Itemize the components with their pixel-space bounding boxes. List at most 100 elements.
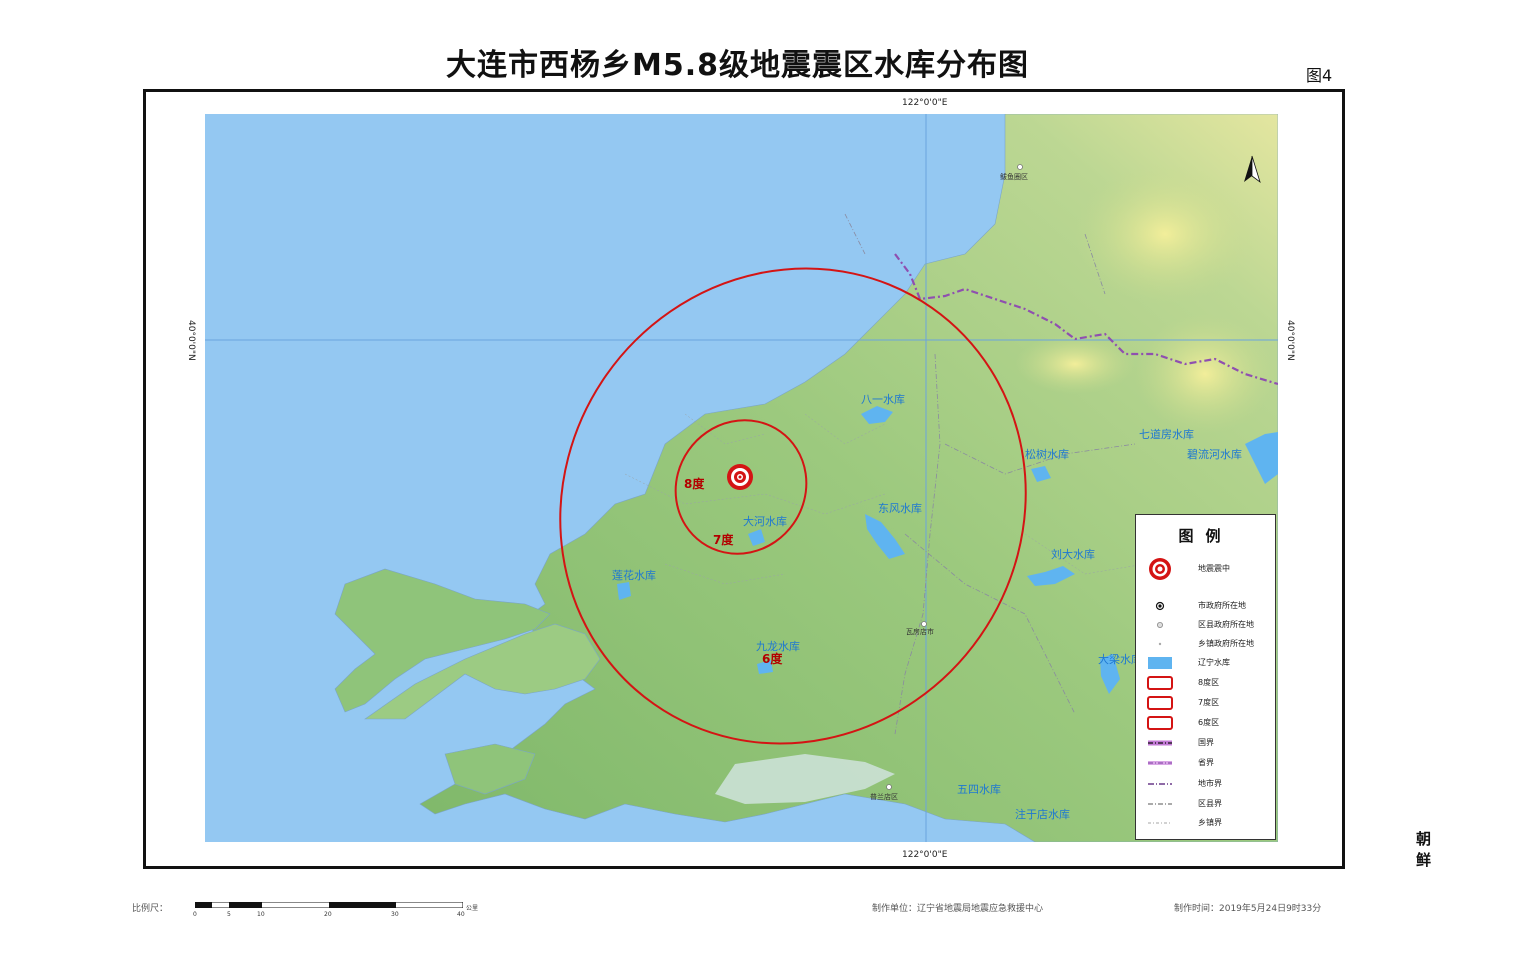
- reservoir-shape: [757, 660, 773, 674]
- reservoir-label: 八一水库: [861, 393, 905, 406]
- zone-7-outline: [674, 419, 808, 555]
- reservoir-label: 大河水库: [743, 514, 787, 528]
- province-border-line: [894, 253, 1278, 386]
- land-south-coast: [334, 568, 551, 713]
- county-dot-icon[interactable]: [921, 621, 927, 627]
- figure-number: 图4: [1306, 66, 1333, 85]
- legend-label: 7度区: [1198, 698, 1220, 707]
- epicenter-icon: [1149, 558, 1171, 580]
- tidal-flat: [715, 754, 895, 804]
- legend-row: 乡镇界: [1136, 814, 1277, 832]
- province-border-icon: [1148, 761, 1172, 765]
- reservoir-label: 刘大水库: [1051, 547, 1095, 561]
- scale-label: 比例尺：: [132, 904, 169, 914]
- legend-label: 市政府所在地: [1198, 601, 1246, 610]
- legend-label: 乡镇界: [1198, 818, 1222, 827]
- reservoir-label: 五四水库: [957, 783, 1001, 796]
- lon-label-top: 122°0'0"E: [902, 98, 948, 108]
- map-title: 大连市西杨乡M5.8级地震震区水库分布图: [446, 48, 1029, 83]
- legend-label: 辽宁水库: [1198, 658, 1230, 667]
- legend-row: 地震震中: [1136, 558, 1277, 580]
- map-frame: [143, 89, 1345, 869]
- reservoir-swatch-icon: [1148, 657, 1172, 669]
- place-label: 鲅鱼圈区: [1000, 172, 1028, 181]
- scale-tick: 10: [257, 911, 265, 918]
- scale-tick: 30: [391, 911, 399, 918]
- legend-row: 市政府所在地: [1136, 597, 1277, 615]
- legend-row: 区县界: [1136, 795, 1277, 813]
- highland-east: [1135, 314, 1275, 434]
- legend-label: 乡镇政府所在地: [1198, 639, 1254, 648]
- reservoir-shape: [861, 406, 893, 424]
- legend-label: 8度区: [1198, 678, 1220, 687]
- county-dot-icon[interactable]: [886, 784, 892, 790]
- lat-label-left: 40°0'0"N: [186, 320, 196, 361]
- national-border-icon: [1148, 740, 1172, 746]
- county-dot-icon[interactable]: [1017, 164, 1023, 170]
- legend-label: 6度区: [1198, 718, 1220, 727]
- reservoir-shape: [1245, 432, 1278, 484]
- place-label: 普兰店区: [870, 792, 898, 801]
- epicenter-icon[interactable]: [727, 464, 753, 490]
- legend-label: 国界: [1198, 738, 1214, 747]
- legend-row: 地市界: [1136, 775, 1277, 793]
- highland-ridge: [1015, 334, 1135, 394]
- reservoir-label: 七道房水库: [1139, 427, 1194, 441]
- zone-6-outline: [559, 267, 1027, 745]
- reservoir-label: 注于店水库: [1015, 807, 1070, 821]
- city-border-icon: [1148, 783, 1172, 785]
- map-canvas[interactable]: 8度 7度 6度 八一水库 大河水库 东风水库 莲花水库 九龙水库 松树水库 七…: [205, 114, 1278, 842]
- zone-box-icon: [1147, 696, 1173, 710]
- place-label: 瓦房店市: [906, 627, 934, 636]
- land-mainland: [419, 114, 1278, 842]
- highland-north: [1075, 164, 1255, 304]
- scale-tick: 20: [324, 911, 332, 918]
- town-dot-icon: [1158, 642, 1162, 646]
- producer-label: 制作单位：辽宁省地震局地震应急救援中心: [872, 904, 1044, 914]
- scale-tick: 0: [193, 911, 197, 918]
- scale-tick: 5: [227, 911, 231, 918]
- reservoir-label: 松树水库: [1025, 447, 1069, 461]
- lat-label-right: 40°0'0"N: [1285, 320, 1295, 361]
- legend-row: 8度区: [1136, 674, 1277, 692]
- reservoir-label: 莲花水库: [612, 569, 656, 582]
- legend-label: 省界: [1198, 758, 1214, 767]
- legend-row: 辽宁水库: [1136, 654, 1277, 672]
- legend-label: 区县政府所在地: [1198, 620, 1254, 629]
- reservoir-shape: [617, 582, 631, 600]
- town-border-icon: [1148, 822, 1172, 824]
- reservoir-label: 碧流河水库: [1187, 447, 1242, 461]
- legend-title: 图例: [1178, 527, 1233, 545]
- scale-tick: 40: [457, 911, 465, 918]
- zone-box-icon: [1147, 716, 1173, 730]
- legend-row: 乡镇政府所在地: [1136, 635, 1277, 653]
- made-time-label: 制作时间：2019年5月24日9时33分: [1174, 904, 1322, 914]
- legend-row: 7度区: [1136, 694, 1277, 712]
- reservoir-shape: [748, 529, 765, 546]
- land-south-island: [444, 743, 536, 795]
- zone-label: 8度: [684, 476, 705, 491]
- neighbor-label: 朝 鲜: [1416, 830, 1462, 869]
- legend-panel: 图例 地震震中 市政府所在地 区县政府所在地 乡镇政府所在地 辽宁水库: [1135, 514, 1276, 840]
- scale-bar: [195, 902, 463, 908]
- legend-label: 区县界: [1198, 799, 1222, 808]
- county-dot-icon: [1156, 622, 1163, 628]
- town-border-line: [624, 413, 1146, 585]
- reservoir-shape: [1100, 654, 1120, 694]
- zone-label: 7度: [713, 532, 734, 547]
- reservoir-label: 大梁水库: [1098, 652, 1142, 666]
- county-border-line: [844, 213, 1136, 735]
- legend-row: 省界: [1136, 754, 1277, 772]
- zone-box-icon: [1147, 676, 1173, 690]
- scale-unit: 公里: [466, 905, 479, 912]
- legend-label: 地市界: [1198, 779, 1222, 788]
- land-peninsula: [364, 623, 601, 720]
- legend-row: 6度区: [1136, 714, 1277, 732]
- legend-label: 地震震中: [1198, 564, 1230, 573]
- reservoir-shape: [1031, 466, 1051, 482]
- lon-label-bottom: 122°0'0"E: [902, 850, 948, 860]
- legend-row: 国界: [1136, 734, 1277, 752]
- reservoir-shapes: [617, 406, 1278, 694]
- county-border-icon: [1148, 803, 1172, 805]
- zone-label: 6度: [762, 651, 783, 666]
